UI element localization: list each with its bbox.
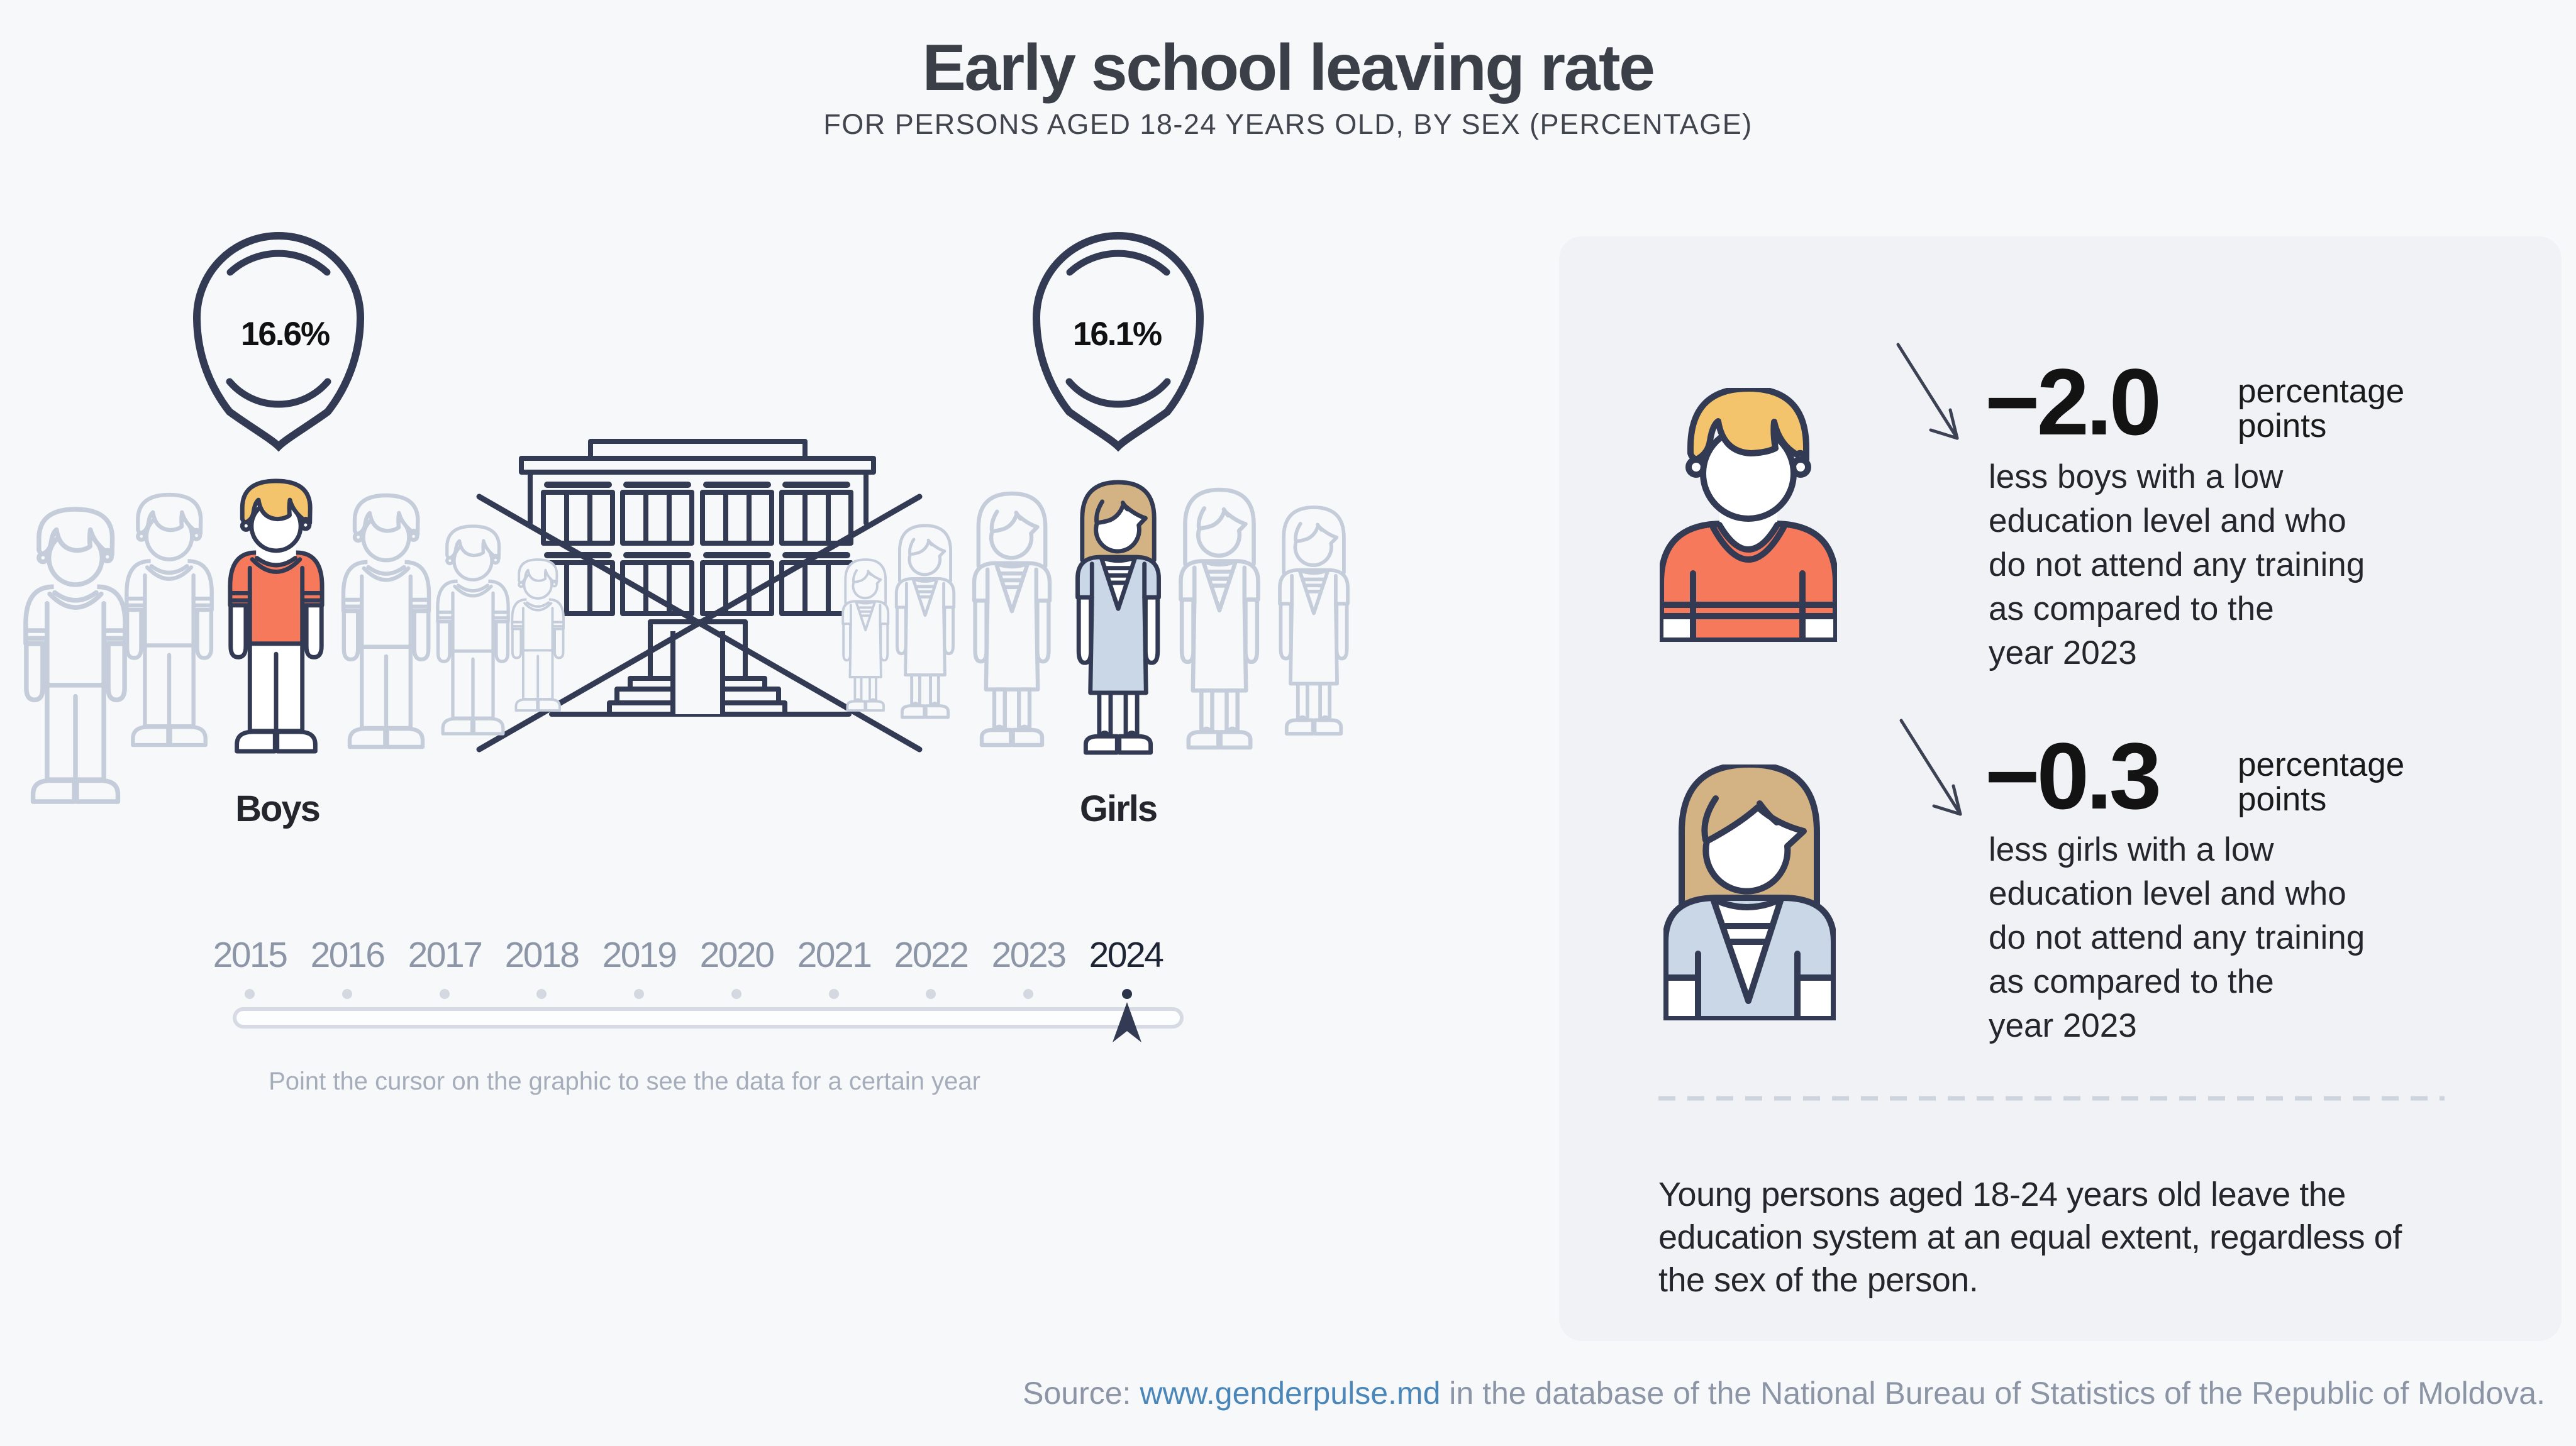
svg-text:16.6%: 16.6% xyxy=(241,316,330,353)
svg-text:16.1%: 16.1% xyxy=(1073,316,1162,353)
